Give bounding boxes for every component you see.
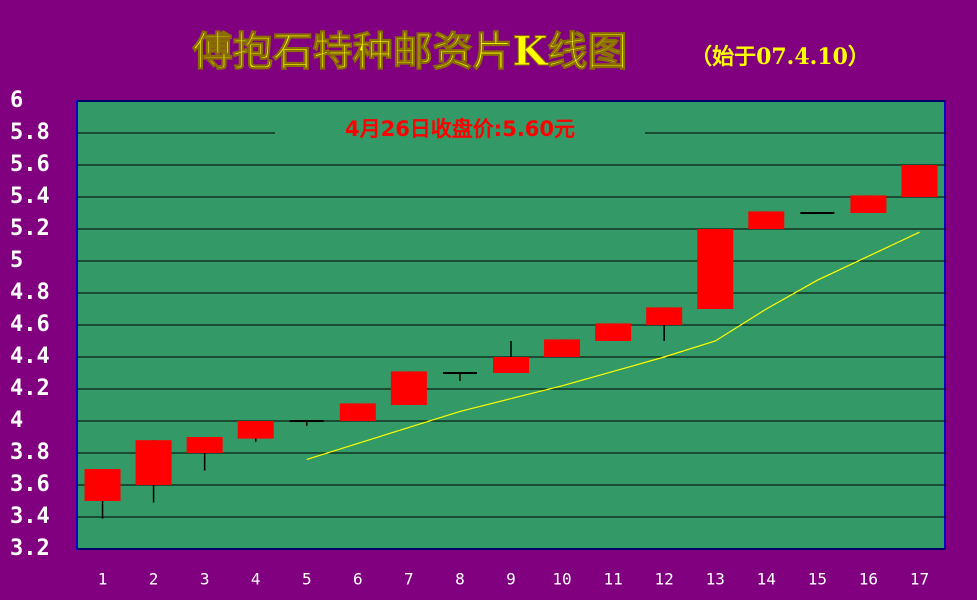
annotation-bg bbox=[275, 114, 645, 146]
x-tick-label: 5 bbox=[302, 570, 312, 589]
y-tick-label: 4.6 bbox=[10, 312, 50, 337]
y-tick-label: 5.2 bbox=[10, 216, 50, 241]
x-tick-label: 12 bbox=[655, 570, 674, 589]
candle-body bbox=[493, 357, 529, 373]
y-tick-label: 5.8 bbox=[10, 120, 50, 145]
candle-body bbox=[901, 165, 938, 197]
x-tick-label: 15 bbox=[808, 570, 827, 589]
x-tick-label: 14 bbox=[757, 570, 776, 589]
candle-body bbox=[135, 440, 172, 485]
chart-title: 傅抱石特种邮资片K线图 bbox=[192, 28, 628, 75]
chart-subtitle: （始于07.4.10） bbox=[690, 44, 870, 70]
x-tick-label: 11 bbox=[603, 570, 622, 589]
candle-body bbox=[646, 307, 683, 325]
candle-body bbox=[339, 403, 376, 421]
candle-body bbox=[595, 323, 632, 341]
y-tick-label: 4.2 bbox=[10, 376, 50, 401]
x-tick-label: 8 bbox=[455, 570, 465, 589]
candle-body bbox=[544, 339, 581, 357]
candle-body bbox=[237, 421, 274, 439]
y-tick-label: 3.4 bbox=[10, 504, 50, 529]
candle-body bbox=[850, 195, 887, 213]
y-tick-label: 5.6 bbox=[10, 152, 50, 177]
candle-body bbox=[186, 437, 223, 453]
y-tick-label: 5 bbox=[10, 248, 23, 273]
x-tick-label: 1 bbox=[98, 570, 108, 589]
y-tick-label: 4.4 bbox=[10, 344, 50, 369]
x-tick-label: 16 bbox=[859, 570, 878, 589]
x-tick-label: 13 bbox=[706, 570, 725, 589]
candle-body bbox=[390, 371, 427, 405]
marks bbox=[84, 165, 938, 519]
y-tick-label: 3.6 bbox=[10, 472, 50, 497]
ma-line bbox=[306, 231, 920, 460]
candle-body bbox=[697, 229, 734, 309]
y-tick-label: 5.4 bbox=[10, 184, 50, 209]
x-tick-label: 9 bbox=[506, 570, 516, 589]
y-tick-label: 3.8 bbox=[10, 440, 50, 465]
annotation: 4月26日收盘价:5.60元 bbox=[345, 117, 575, 141]
x-tick-label: 3 bbox=[200, 570, 210, 589]
x-tick-label: 7 bbox=[404, 570, 414, 589]
candle-body bbox=[84, 469, 121, 501]
y-tick-label: 3.2 bbox=[10, 536, 50, 561]
y-tick-label: 4 bbox=[10, 408, 23, 433]
y-tick-label: 6 bbox=[10, 88, 23, 113]
x-tick-label: 10 bbox=[552, 570, 571, 589]
x-tick-label: 6 bbox=[353, 570, 363, 589]
x-tick-label: 17 bbox=[910, 570, 929, 589]
candle-body bbox=[748, 211, 785, 229]
x-tick-label: 2 bbox=[149, 570, 159, 589]
y-tick-label: 4.8 bbox=[10, 280, 50, 305]
x-tick-label: 4 bbox=[251, 570, 261, 589]
